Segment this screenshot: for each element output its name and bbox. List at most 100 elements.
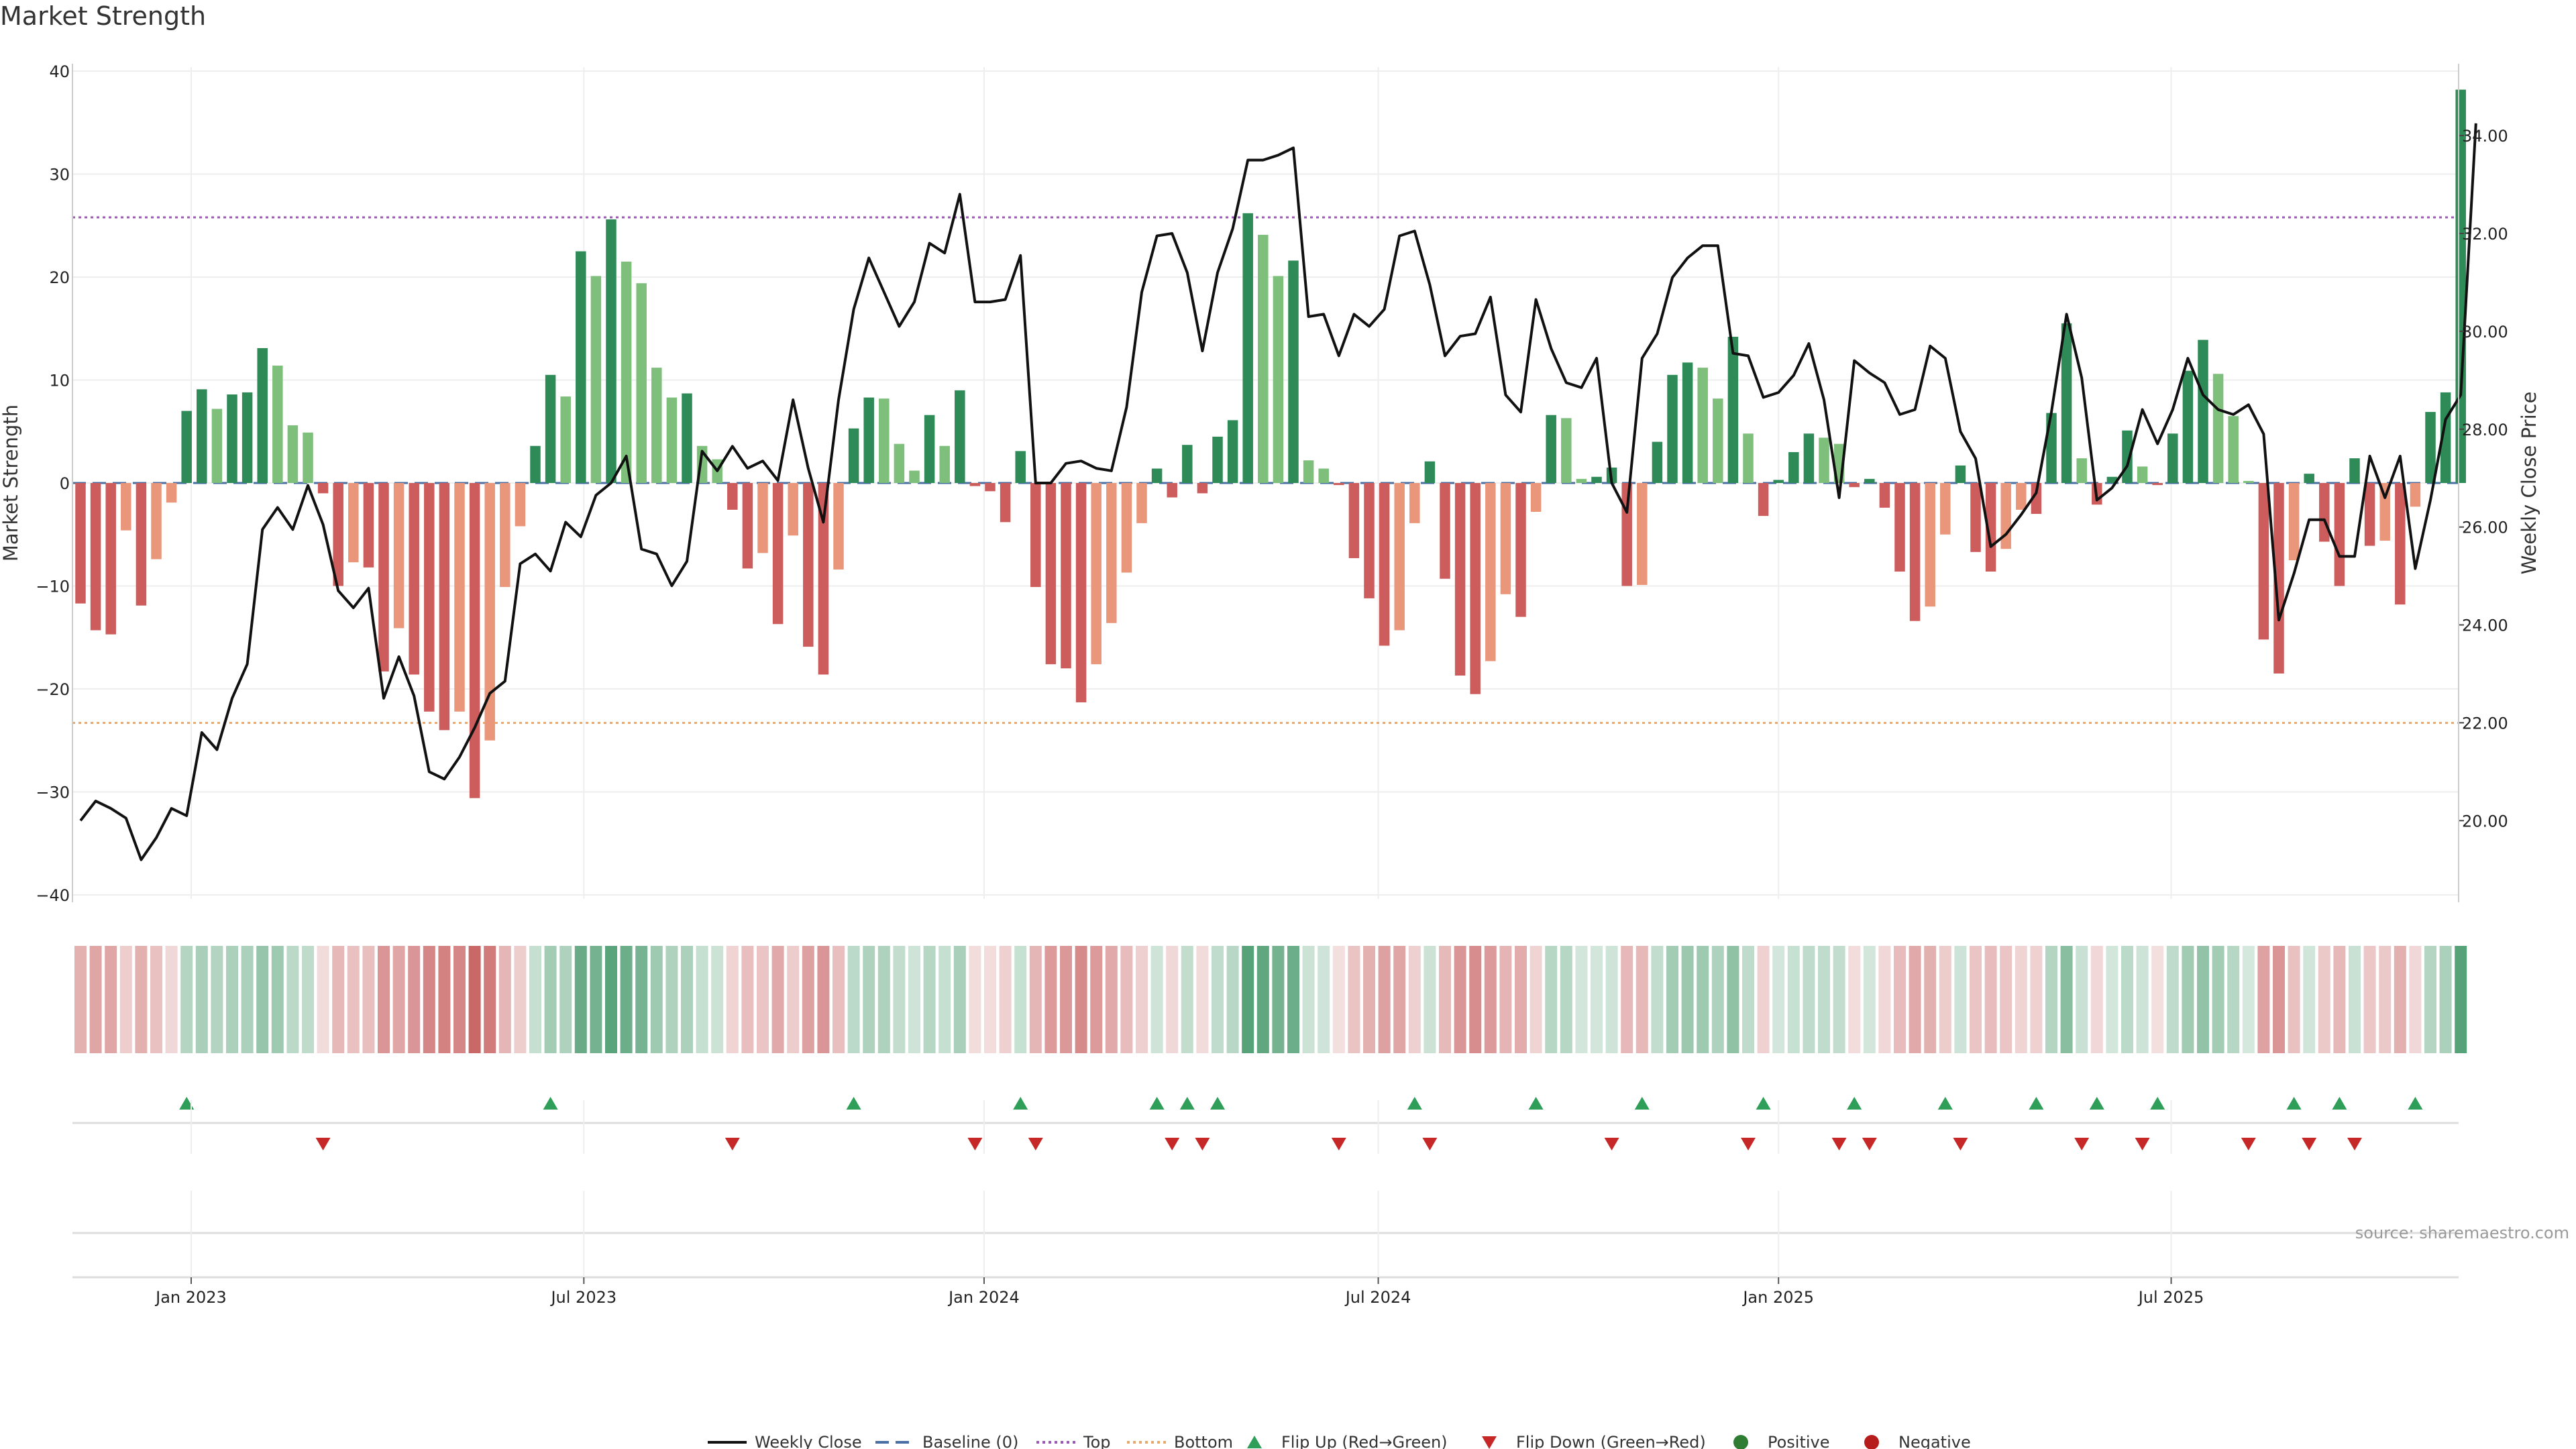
legend-item[interactable]: Flip Up (Red→Green) [1247, 1433, 1448, 1449]
strength-bar [1530, 483, 1542, 512]
strength-bar [939, 445, 950, 483]
strength-strip-cell [1060, 946, 1072, 1053]
strength-strip-cell [771, 946, 784, 1053]
strength-bar [772, 483, 784, 625]
legend-item[interactable]: Top [1036, 1433, 1111, 1449]
strength-strip-cell [741, 946, 754, 1053]
strength-bar [621, 261, 632, 483]
strength-strip-cell [2273, 946, 2285, 1053]
strength-bar [1212, 436, 1223, 483]
strength-bar [1470, 483, 1481, 694]
legend-label: Flip Up (Red→Green) [1281, 1433, 1448, 1449]
strength-bar [1348, 483, 1360, 559]
strength-strip-cell [1272, 946, 1285, 1053]
legend-label: Negative [1898, 1433, 1971, 1449]
strength-strip-cell [817, 946, 830, 1053]
strength-strip-cell [2182, 946, 2194, 1053]
strength-strip-cell [180, 946, 193, 1053]
legend-flip-down-icon [1482, 1436, 1497, 1449]
strength-bar [848, 428, 859, 483]
strength-bar [879, 398, 890, 483]
y-left-tick-label: 40 [49, 62, 70, 81]
flip-up-marker [1179, 1097, 1195, 1110]
flip-up-marker [2286, 1097, 2302, 1110]
strength-bar [317, 483, 329, 494]
strength-strip-cell [1924, 946, 1937, 1053]
y-left-tick-label: −20 [36, 680, 70, 699]
flip-up-marker [1149, 1097, 1165, 1110]
y-left-tick-label: 10 [49, 372, 70, 390]
strength-bar [515, 483, 526, 527]
legend[interactable]: Weekly Close Baseline (0) Top Bottom Flip Up… [708, 1433, 1971, 1449]
strength-bar [2243, 480, 2254, 483]
strength-bar [2304, 474, 2314, 483]
strength-bar [1894, 483, 1905, 572]
legend-label: Bottom [1174, 1433, 1233, 1449]
strength-strip-cell [1833, 946, 1845, 1053]
strength-strip-cell [2136, 946, 2149, 1053]
strength-bar [363, 483, 374, 568]
strength-bar [2258, 483, 2269, 640]
legend-item[interactable]: Bottom [1127, 1433, 1233, 1449]
strength-bar [1015, 451, 1026, 483]
strength-strip-cell [150, 946, 162, 1053]
strength-strip-cell [757, 946, 769, 1053]
strength-bar [2319, 483, 2330, 542]
strength-bar [788, 483, 798, 536]
flip-down-marker [1831, 1138, 1847, 1150]
strength-strip-cell [1666, 946, 1678, 1053]
strength-strip-cell [923, 946, 936, 1053]
legend-item[interactable]: Flip Down (Green→Red) [1482, 1433, 1706, 1449]
legend-label: Positive [1768, 1433, 1830, 1449]
strength-bar [1682, 362, 1693, 483]
strength-bar [2379, 483, 2390, 541]
strength-bar [2395, 483, 2406, 605]
legend-item[interactable]: Negative [1864, 1433, 1971, 1449]
strength-bar [1803, 433, 1815, 483]
strength-strip-cell [2333, 946, 2346, 1053]
strength-bar [2364, 483, 2375, 546]
flip-down-marker [2241, 1138, 2256, 1150]
y-right-tick-label: 22.00 [2462, 714, 2508, 733]
strength-bar [2137, 466, 2148, 483]
flip-down-marker [2347, 1138, 2362, 1150]
strength-strip-cell [89, 946, 102, 1053]
strength-strip-cell [1818, 946, 1830, 1053]
strength-strip-cell [1393, 946, 1406, 1053]
strength-strip-cell [1757, 946, 1770, 1053]
strength-strip-cell [392, 946, 405, 1053]
strength-bar [105, 483, 116, 635]
flip-down-marker [1862, 1138, 1877, 1150]
strength-strip-cell [2257, 946, 2270, 1053]
strength-strip-cell [226, 946, 238, 1053]
strength-bar [303, 432, 313, 483]
strength-bar [1394, 483, 1405, 631]
strength-bar [651, 368, 662, 483]
strength-bar [1637, 483, 1648, 585]
strength-strip-cell [635, 946, 648, 1053]
strength-strip-cell [893, 946, 906, 1053]
strength-bar [1819, 437, 1829, 483]
strength-strip-cell [2288, 946, 2300, 1053]
strength-bar [2288, 483, 2300, 561]
strength-bar [894, 443, 905, 483]
strength-strip-cell [877, 946, 890, 1053]
strength-strip-cell [2045, 946, 2057, 1053]
strength-strip-cell [1651, 946, 1664, 1053]
strength-strip-cell [1181, 946, 1193, 1053]
legend-item[interactable]: Baseline (0) [875, 1433, 1018, 1449]
strength-strip-cell [408, 946, 421, 1053]
strength-strip-cell [2166, 946, 2179, 1053]
flip-down-marker [1028, 1138, 1043, 1150]
strength-strip-cell [2000, 946, 2012, 1053]
legend-item[interactable]: Weekly Close [708, 1433, 862, 1449]
strength-strip-cell [559, 946, 572, 1053]
strength-strip-cell [2197, 946, 2209, 1053]
strength-bar [454, 483, 465, 712]
strength-strip-cell [453, 946, 466, 1053]
y-left-tick-label: −10 [36, 578, 70, 596]
legend-item[interactable]: Positive [1733, 1433, 1830, 1449]
strength-strip-cell [1863, 946, 1876, 1053]
flip-up-marker [1407, 1097, 1422, 1110]
strength-bar [1788, 451, 1799, 483]
